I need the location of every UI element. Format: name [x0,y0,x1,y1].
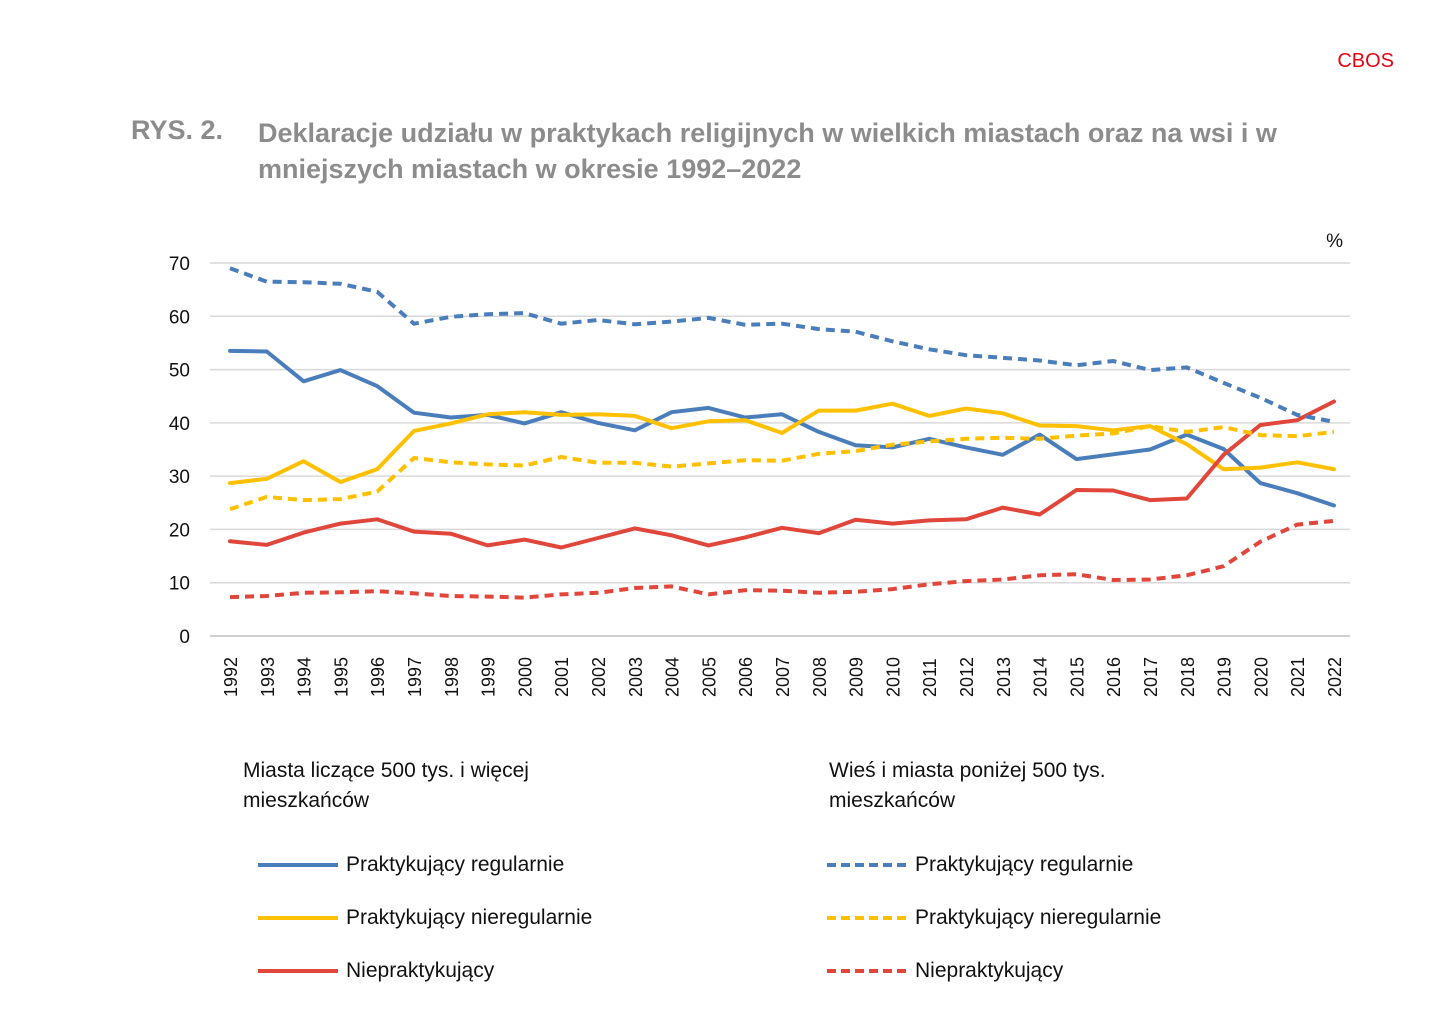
y-tick-label: 20 [169,520,190,541]
x-tick-label: 2006 [736,657,756,697]
legend-label: Niepraktykujący [346,959,495,982]
x-tick-label: 2000 [515,657,535,697]
x-tick-label: 2019 [1215,657,1235,697]
x-tick-label: 2018 [1178,657,1198,697]
x-tick-label: 1992 [221,657,241,697]
x-tick-label: 2012 [957,657,977,697]
figure-label: RYS. 2. [131,115,224,145]
x-tick-label: 2017 [1141,657,1161,697]
x-tick-label: 2005 [699,657,719,697]
legend-label: Praktykujący regularnie [346,853,565,876]
figure-title: Deklaracje udziału w praktykach religijn… [258,118,1277,184]
x-tick-label: 2007 [773,657,793,697]
x-tick-label: 1998 [442,657,462,697]
x-tick-label: 2021 [1288,657,1308,697]
legend-item-big-regular: Praktykujący regularnie [258,850,564,880]
series-line-rural-irregular [229,424,1335,512]
legend-swatch-solid-blue [258,863,338,867]
x-tick-label: 1997 [405,657,425,697]
x-tick-label: 2002 [589,657,609,697]
legend-swatch-solid-red [258,969,338,973]
x-tick-label: 1996 [368,657,388,697]
legend-label: Praktykujący regularnie [915,853,1134,876]
x-tick-label: 2011 [920,658,940,697]
legend-label: Niepraktykujący [915,959,1064,982]
x-tick-label: 2014 [1031,657,1051,697]
legend-item-rural-regular: Praktykujący regularnie [827,850,1133,880]
legend-label: Praktykujący nieregularnie [915,906,1162,929]
legend-item-rural-nonpracticing: Niepraktykujący [827,956,1063,986]
y-tick-label: 0 [179,627,190,648]
line-chart: 0 10 20 30 40 50 60 70% 1992 1993 1994 1995 1996 1997… [169,231,1350,697]
y-tick-label: 70 [169,254,190,275]
series-line-rural-nonpracticing [229,518,1335,600]
legend-label: Praktykujący nieregularnie [346,906,593,929]
y-unit-label: % [1326,231,1343,252]
legend-group-rural: Wieś i miasta poniżej 500 tys. mieszkańc… [829,759,1106,812]
legend-swatch-dashed-red [827,969,907,973]
legend-item-big-nonpracticing: Niepraktykujący [258,956,494,986]
x-tick-label: 1994 [295,657,315,697]
x-tick-label: 2010 [883,657,903,697]
brand-logo-text: CBOS [1337,50,1394,72]
y-tick-label: 10 [169,574,190,595]
legend-swatch-dashed-blue [827,863,907,867]
x-tick-label: 2003 [626,657,646,697]
x-tick-label: 1993 [258,657,278,697]
y-tick-label: 40 [169,414,190,435]
legend-item-rural-irregular: Praktykujący nieregularnie [827,903,1161,933]
x-tick-label: 2015 [1067,657,1087,697]
series-line-big-city-irregular [228,401,1336,486]
x-tick-label: 2022 [1325,657,1345,697]
x-tick-label: 2016 [1104,657,1124,697]
x-tick-label: 2004 [663,657,683,697]
x-tick-label: 2020 [1251,657,1271,697]
x-tick-label: 2009 [847,657,867,697]
series-line-rural-regular [229,266,1335,424]
y-tick-label: 30 [169,467,190,488]
y-tick-label: 50 [169,361,190,382]
legend-item-big-irregular: Praktykujący nieregularnie [258,903,592,933]
series-line-big-city-regular [228,348,1336,508]
legend-group-big-cities: Miasta liczące 500 tys. i więcej mieszka… [243,759,529,812]
x-tick-label: 1999 [479,657,499,697]
x-tick-label: 2001 [552,657,572,697]
series-line-big-city-nonpracticing [228,399,1336,550]
x-tick-label: 2008 [810,657,830,697]
legend-swatch-solid-yellow [258,916,338,920]
legend-swatch-dashed-yellow [827,916,907,920]
y-tick-label: 60 [169,307,190,328]
x-tick-label: 1995 [331,657,351,697]
x-tick-label: 2013 [994,657,1014,697]
